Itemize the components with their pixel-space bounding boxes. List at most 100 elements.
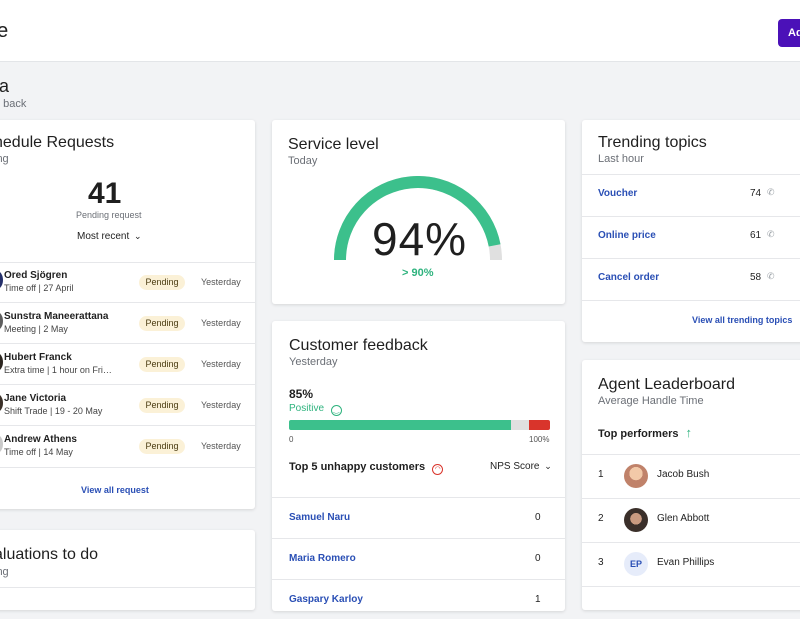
topic-count: 61 [750,230,762,241]
add-button[interactable]: Ad [778,19,800,47]
divider [0,302,255,303]
customer-feedback-card [272,321,565,611]
divider [272,579,565,580]
topic-name[interactable]: Online price [598,230,656,241]
service-level-subtitle: Today [288,155,318,167]
scale-max: 100% [529,435,550,444]
divider [582,258,800,259]
divider [582,300,800,301]
gauge-fill [334,176,501,261]
service-level-target: > 90% [402,267,434,279]
chevron-down-icon: ⌄ [544,461,552,471]
leaderboard-row[interactable]: 3 EP Evan Phillips [582,542,800,586]
topic-row[interactable]: Cancel order 58 ✆ [582,258,800,300]
nps-score-label: NPS Score [490,461,540,472]
request-row[interactable]: Sunstra Maneerattana Meeting | 2 May Pen… [0,303,255,344]
request-name: Hubert Franck [4,352,72,363]
positive-label: Positive [289,403,325,414]
request-row[interactable]: Hubert Franck Extra time | 1 hour on Fri… [0,344,255,385]
request-detail: Extra time | 1 hour on Frid... [4,365,114,375]
customer-score: 0 [535,553,541,564]
chevron-down-icon: ⌄ [134,231,142,241]
agent-leaderboard-title: Agent Leaderboard [598,376,735,393]
agent-rank: 1 [598,469,604,480]
agent-name: Glen Abbott [657,513,710,524]
request-detail: Meeting | 2 May [4,324,68,334]
pending-count: 41 [88,177,122,210]
topic-count: 74 [750,188,762,199]
agent-name: Evan Phillips [657,557,715,568]
request-detail: Time off | 14 May [4,447,73,457]
topic-row[interactable]: Voucher 74 ✆ [582,174,800,216]
request-row[interactable]: Andrew Athens Time off | 14 May Pending … [0,426,255,467]
sentiment-negative-segment [529,420,550,430]
divider [582,216,800,217]
schedule-requests-subtitle: ing [0,153,9,165]
divider [0,467,255,468]
sentiment-bar [289,420,550,430]
divider [0,384,255,385]
nps-score-dropdown[interactable]: NPS Score ⌄ [490,461,552,472]
topic-name[interactable]: Cancel order [598,272,660,283]
agent-rank: 3 [598,557,604,568]
sort-dropdown[interactable]: Most recent ⌄ [77,231,142,242]
topic-name[interactable]: Voucher [598,188,638,199]
avatar [0,435,3,453]
customer-row[interactable]: Maria Romero 0 [272,538,565,578]
topic-row[interactable]: Online price 61 ✆ [582,216,800,258]
status-badge: Pending [139,357,185,372]
top-performers-label: Top performers [598,428,679,440]
pending-label: Pending request [76,210,142,220]
customer-name[interactable]: Maria Romero [289,553,356,564]
service-level-card [272,120,565,304]
view-all-trending-link[interactable]: View all trending topics [692,315,793,325]
avatar [0,394,3,412]
customer-row[interactable]: Gaspary Karloy 1 [272,579,565,619]
customer-feedback-subtitle: Yesterday [289,356,338,368]
request-name: Andrew Athens [4,434,77,445]
sentiment-positive-segment [289,420,511,430]
status-badge: Pending [139,275,185,290]
avatar [624,508,648,532]
customer-row[interactable]: Samuel Naru 0 [272,497,565,537]
trending-topics-title: Trending topics [598,134,707,151]
scale-min: 0 [289,435,294,444]
service-level-gauge [334,176,502,261]
request-row[interactable]: Jane Victoria Shift Trade | 19 - 20 May … [0,385,255,426]
top-bar: ne Ad [0,0,800,62]
evaluations-subtitle: ing [0,566,9,578]
leaderboard-row[interactable]: 2 Glen Abbott [582,498,800,542]
request-date: Yesterday [201,441,241,451]
customer-name[interactable]: Samuel Naru [289,512,351,523]
app-title: ne [0,20,9,42]
divider [582,542,800,543]
request-name: Jane Victoria [4,393,67,404]
schedule-requests-title: hedule Requests [0,134,115,151]
agent-leaderboard-card [582,360,800,610]
service-level-value: 94% [372,213,468,265]
request-date: Yesterday [201,277,241,287]
avatar: EP [624,552,648,576]
customer-score: 0 [535,512,541,523]
divider [582,454,800,455]
evaluations-card [0,530,255,610]
divider [0,425,255,426]
divider [0,343,255,344]
avatar [624,464,648,488]
sad-face-icon: ◠ [432,464,444,475]
sort-label: Most recent [77,231,130,242]
avatar [0,353,3,371]
avatar [0,271,3,289]
divider [582,498,800,499]
greeting-subtitle: e back [0,98,27,110]
request-row[interactable]: Ored Sjögren Time off | 27 April Pending… [0,262,255,303]
view-all-requests-link[interactable]: View all request [81,485,149,495]
trending-topics-subtitle: Last hour [598,153,644,165]
status-badge: Pending [139,316,185,331]
request-detail: Shift Trade | 19 - 20 May [4,406,103,416]
divider [0,587,255,588]
divider [582,174,800,175]
request-name: Ored Sjögren [4,270,68,281]
unhappy-customers-title: Top 5 unhappy customers [289,461,426,473]
leaderboard-row[interactable]: 1 Jacob Bush [582,454,800,498]
